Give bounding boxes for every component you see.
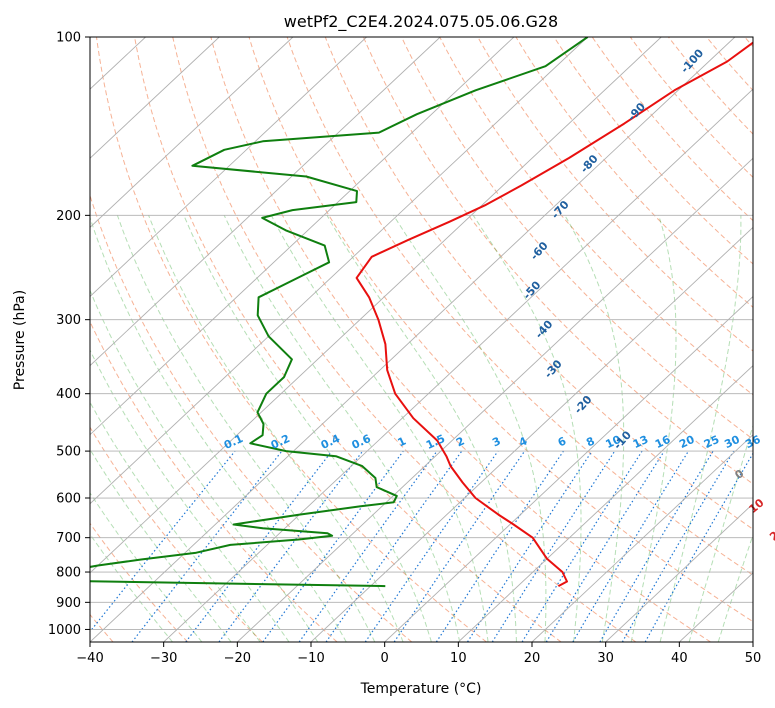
y-tick-label: 1000	[48, 623, 81, 638]
isotherm-line	[90, 37, 367, 298]
mixing-ratio-line	[262, 450, 404, 642]
mixing-ratio-line	[572, 450, 689, 642]
background-lines	[90, 37, 753, 642]
chart-title: wetPf2_C2E4.2024.075.05.06.G28	[284, 12, 558, 32]
moist-adiabat	[564, 215, 625, 642]
y-axis-title: Pressure (hPa)	[12, 290, 28, 390]
y-axis: 100 200 300 400 500 600 700 800 900 1000	[48, 31, 90, 638]
dry-adiabat	[439, 37, 753, 396]
y-tick-label: 400	[56, 387, 81, 402]
x-tick-label: 10	[450, 651, 467, 666]
dry-adiabat	[90, 426, 263, 642]
isotherm-line	[384, 295, 753, 642]
moist-adiabat	[183, 215, 432, 642]
isotherm-line	[237, 157, 753, 642]
data-lines	[90, 37, 753, 588]
x-tick-label: −10	[297, 651, 324, 666]
moist-adiabat	[90, 289, 319, 642]
y-tick-label: 100	[56, 31, 81, 46]
mixing-ratio-line	[325, 450, 463, 642]
mixing-ratio-line	[298, 450, 438, 642]
plot-frame	[89, 36, 754, 643]
mixing-ratio-line	[466, 450, 593, 642]
isotherm-line	[90, 37, 736, 642]
isotherm-line	[605, 503, 753, 642]
moist-adiabat	[688, 423, 753, 642]
mixing-ratio-line	[185, 450, 333, 642]
dry-adiabat	[90, 320, 338, 642]
moist-adiabat	[472, 215, 582, 642]
dry-adiabat	[96, 37, 487, 642]
isotherm-line	[90, 37, 588, 505]
moist-adiabat	[90, 215, 347, 642]
x-tick-label: 50	[745, 651, 762, 666]
dry-adiabat	[477, 37, 753, 352]
x-tick-label: 40	[671, 651, 688, 666]
dry-adiabat	[362, 37, 753, 485]
mixing-ratio-line	[435, 450, 564, 642]
x-tick-label: −30	[150, 651, 177, 666]
mixing-ratio-label: 10	[604, 433, 624, 451]
dry-adiabat	[629, 37, 753, 179]
mixing-ratio-label: 20	[677, 433, 697, 451]
isotherm-line	[310, 226, 753, 642]
mixing-ratio-label: 30	[722, 433, 742, 451]
moist-adiabat	[223, 215, 461, 642]
dry-adiabat	[248, 37, 753, 623]
dry-adiabat	[90, 522, 189, 642]
moist-adiabat	[270, 215, 489, 642]
dry-adiabat	[90, 193, 413, 642]
dry-adiabat	[324, 37, 753, 530]
y-tick-label: 700	[56, 531, 81, 546]
isotherm-line	[531, 434, 753, 642]
mixing-ratio-line	[90, 450, 236, 633]
isotherm-line	[90, 37, 220, 159]
dry-adiabat	[286, 37, 753, 576]
dewpoint-line	[90, 37, 589, 588]
moist-adiabat	[393, 215, 547, 642]
mixing-ratio-line	[545, 450, 665, 642]
mixing-ratio-label: 16	[653, 433, 673, 451]
dry-adiabat	[515, 37, 753, 308]
x-tick-label: −40	[76, 651, 103, 666]
x-axis-title: Temperature (°C)	[360, 681, 482, 697]
mixing-ratio-line	[364, 450, 499, 642]
x-tick-label: 0	[381, 651, 389, 666]
moist-adiabat	[90, 448, 232, 642]
isotherm-line	[90, 37, 294, 228]
y-tick-label: 300	[56, 313, 81, 328]
y-tick-label: 500	[56, 445, 81, 460]
mixing-ratio-label: 13	[631, 433, 650, 451]
x-tick-label: 30	[597, 651, 614, 666]
moist-adiabat-label: 20	[767, 523, 775, 543]
plot-area	[90, 37, 753, 642]
dry-adiabat	[210, 37, 711, 642]
moist-adiabat	[116, 215, 376, 642]
temperature-line	[355, 41, 753, 587]
x-tick-label: 20	[524, 651, 541, 666]
mixing-ratio-line	[218, 450, 364, 642]
moist-adiabat	[630, 215, 677, 642]
mixing-ratio-label: 25	[702, 433, 721, 451]
isotherm-line	[90, 37, 441, 367]
y-tick-label: 800	[56, 566, 81, 581]
dry-adiabat	[134, 37, 562, 642]
moist-adiabat	[659, 215, 742, 642]
x-axis: −40 −30 −20 −10 0 10 20 30 40 50	[76, 642, 761, 666]
isotherm-line	[458, 364, 753, 642]
moist-adiabat	[90, 401, 261, 642]
moist-adiabat	[148, 215, 404, 642]
isotherm-line	[90, 37, 662, 574]
y-tick-label: 600	[56, 492, 81, 507]
y-tick-label: 900	[56, 596, 81, 611]
isotherm-line	[90, 37, 515, 436]
x-tick-label: −20	[224, 651, 251, 666]
dry-adiabat	[401, 37, 753, 440]
y-tick-label: 200	[56, 209, 81, 224]
